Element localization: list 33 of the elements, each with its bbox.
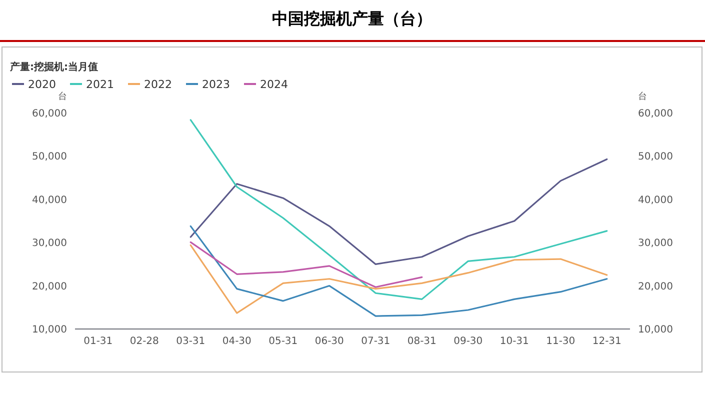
- chart-title: 中国挖掘机产量（台）: [272, 9, 432, 28]
- y2-tick-label: 60,000: [638, 108, 673, 120]
- y-tick-label: 10,000: [32, 324, 67, 336]
- x-tick-label: 12-31: [592, 336, 622, 347]
- legend-label: 2020: [28, 78, 56, 91]
- y-axis-title: 台: [58, 91, 67, 102]
- y2-tick-label: 40,000: [638, 194, 673, 206]
- x-tick-label: 08-31: [407, 336, 436, 347]
- legend-label: 2023: [202, 78, 230, 91]
- x-tick-label: 06-30: [314, 336, 344, 347]
- y2-tick-label: 50,000: [638, 152, 673, 163]
- x-tick-label: 09-30: [454, 336, 483, 347]
- chart-subtitle: 产量:挖掘机:当月值: [9, 61, 98, 73]
- legend-label: 2024: [260, 78, 288, 91]
- x-tick-label: 07-31: [361, 336, 390, 347]
- y-tick-label: 30,000: [32, 238, 67, 250]
- y2-axis-title: 台: [638, 91, 647, 102]
- y2-tick-label: 20,000: [638, 281, 673, 292]
- x-tick-label: 03-31: [176, 336, 206, 347]
- x-tick-label: 02-28: [130, 336, 159, 347]
- x-tick-label: 05-31: [268, 336, 298, 347]
- y-tick-label: 40,000: [32, 194, 67, 206]
- x-tick-label: 10-31: [500, 336, 529, 347]
- y-tick-label: 60,000: [32, 108, 67, 120]
- y-tick-label: 50,000: [32, 152, 67, 163]
- x-tick-label: 11-30: [546, 336, 576, 347]
- y2-tick-label: 30,000: [638, 238, 673, 250]
- legend-label: 2022: [144, 78, 172, 91]
- x-tick-label: 04-30: [222, 336, 252, 347]
- legend-label: 2021: [86, 78, 114, 91]
- y-tick-label: 20,000: [32, 281, 67, 292]
- y2-tick-label: 10,000: [638, 324, 673, 336]
- x-tick-label: 01-31: [84, 336, 113, 347]
